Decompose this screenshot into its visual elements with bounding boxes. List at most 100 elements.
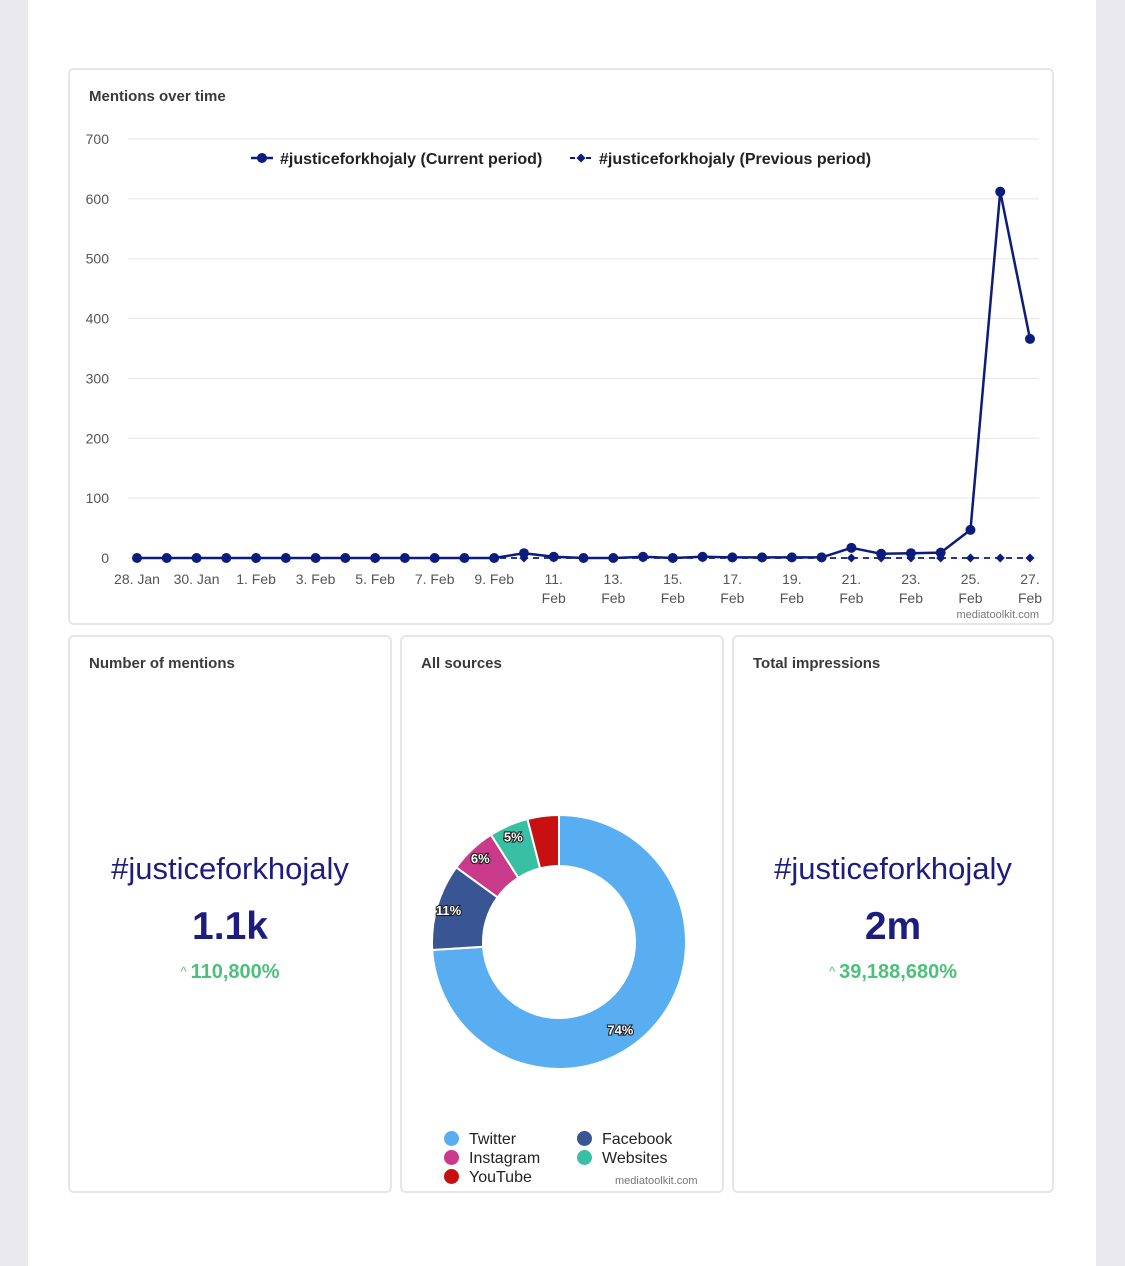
y-tick-label: 200 xyxy=(86,430,110,446)
y-tick-label: 700 xyxy=(86,131,110,147)
x-tick-label: 7. Feb xyxy=(415,571,455,587)
x-tick-label: 13. Feb xyxy=(601,571,625,606)
x-tick-label: 30. Jan xyxy=(174,571,220,587)
current-period-point xyxy=(727,552,738,563)
legend-dot-icon xyxy=(444,1150,459,1165)
previous-period-point xyxy=(965,553,975,563)
legend-label: Twitter xyxy=(469,1131,517,1148)
report-page: Mentions over time 0 100 200 300 400 500 600 70… xyxy=(28,0,1096,1266)
current-period-point xyxy=(429,553,440,563)
total-impressions-title: Total impressions xyxy=(753,655,881,672)
all-sources-donut-chart: 74% 11% 6% 5% xyxy=(431,813,687,1070)
line-chart-legend: #justiceforkhojaly (Current period) #just… xyxy=(251,151,871,168)
x-tick-label: 25. Feb xyxy=(958,571,982,606)
x-tick-label: 28. Jan xyxy=(114,571,160,587)
x-tick-label: 23. Feb xyxy=(899,571,923,606)
x-tick-label: 19. Feb xyxy=(780,571,804,606)
current-period-point xyxy=(846,542,857,553)
sources-credit: mediatoolkit.com xyxy=(615,1175,698,1187)
current-period-point xyxy=(221,553,232,563)
legend-item-facebook[interactable]: Facebook xyxy=(577,1131,672,1149)
number-of-mentions-card: Number of mentions #justiceforkhojaly 1.… xyxy=(68,635,392,1193)
y-tick-label: 300 xyxy=(86,370,110,386)
current-period-point xyxy=(310,553,321,563)
legend-label: YouTube xyxy=(469,1169,532,1186)
legend-dot-icon xyxy=(444,1169,459,1184)
current-period-point xyxy=(876,548,887,559)
x-tick-label: 9. Feb xyxy=(474,571,514,587)
donut-slice-twitter xyxy=(431,813,687,1070)
current-period-point xyxy=(905,548,916,559)
x-tick-label: 15. Feb xyxy=(661,571,685,606)
current-period-point xyxy=(489,553,500,563)
current-period-point xyxy=(965,524,976,535)
current-period-point xyxy=(638,551,649,562)
y-tick-label: 0 xyxy=(101,550,109,566)
y-tick-label: 100 xyxy=(86,490,110,506)
legend-item-instagram[interactable]: Instagram xyxy=(444,1150,540,1168)
mentions-over-time-chart: 0 100 200 300 400 500 600 700 28. Jan 30. Jan 1. F… xyxy=(86,131,1043,621)
current-period-point xyxy=(757,552,768,563)
impressions-value: 2m xyxy=(864,905,922,948)
mentions-hashtag: #justiceforkhojaly xyxy=(111,851,349,886)
impressions-change: ^ 39,188,680% xyxy=(734,961,1052,984)
current-period-point xyxy=(459,553,470,563)
donut-data-label: 11% xyxy=(436,903,462,918)
x-tick-label: 27. Feb xyxy=(1018,571,1042,606)
legend-diamond-marker xyxy=(576,153,586,163)
current-period-point xyxy=(161,553,172,563)
current-period-point xyxy=(935,547,946,558)
mentions-value: 1.1k xyxy=(192,905,268,948)
impressions-hashtag: #justiceforkhojaly xyxy=(774,851,1012,886)
legend-label: Facebook xyxy=(602,1131,673,1148)
total-impressions-card: Total impressions #justiceforkhojaly 2m … xyxy=(732,635,1054,1193)
impressions-change-value: 39,188,680% xyxy=(839,961,957,983)
mentions-change: ^ 110,800% xyxy=(70,961,390,984)
legend-previous-period: #justiceforkhojaly (Previous period) xyxy=(599,151,871,168)
legend-item-websites[interactable]: Websites xyxy=(577,1150,668,1168)
legend-item-youtube[interactable]: YouTube xyxy=(444,1169,532,1187)
x-tick-label: 17. Feb xyxy=(720,571,744,606)
legend-label: Instagram xyxy=(469,1150,541,1167)
legend-dot-icon xyxy=(444,1131,459,1146)
donut-data-label: 74% xyxy=(607,1023,633,1038)
legend-item-twitter[interactable]: Twitter xyxy=(444,1131,516,1149)
mentions-over-time-card: Mentions over time 0 100 200 300 400 500 600 70… xyxy=(68,68,1054,625)
x-tick-label: 11. Feb xyxy=(542,571,566,606)
current-period-point xyxy=(816,552,827,563)
mentions-over-time-title: Mentions over time xyxy=(89,88,226,105)
chevron-up-icon: ^ xyxy=(180,964,187,979)
all-sources-card: All sources 74% 11% 6% 5% Twitter Facebook In… xyxy=(400,635,724,1193)
donut-data-label: 5% xyxy=(504,829,523,844)
current-period-line xyxy=(137,190,1032,560)
previous-period-point xyxy=(1025,553,1035,563)
donut-data-label: 6% xyxy=(471,851,490,866)
current-period-point xyxy=(280,553,291,563)
chevron-up-icon: ^ xyxy=(829,964,836,979)
previous-period-point xyxy=(995,553,1005,563)
current-period-point xyxy=(578,553,589,563)
current-period-point xyxy=(518,548,529,559)
current-period-point xyxy=(995,186,1006,197)
x-tick-label: 5. Feb xyxy=(355,571,395,587)
x-tick-label: 3. Feb xyxy=(296,571,336,587)
mentions-change-value: 110,800% xyxy=(190,961,280,983)
current-period-point xyxy=(1025,333,1035,344)
x-tick-label: 21. Feb xyxy=(839,571,863,606)
legend-label: Websites xyxy=(602,1150,668,1167)
donut-slice-youtube xyxy=(526,813,560,870)
number-of-mentions-title: Number of mentions xyxy=(89,655,235,672)
current-period-point xyxy=(786,552,797,563)
line-chart-credit: mediatoolkit.com xyxy=(956,609,1039,621)
current-period-point xyxy=(548,551,559,562)
previous-period-point xyxy=(846,553,856,563)
all-sources-title: All sources xyxy=(421,655,502,672)
current-period-point xyxy=(340,553,351,563)
current-period-point xyxy=(608,553,619,563)
current-period-point xyxy=(191,553,202,563)
y-tick-label: 600 xyxy=(86,191,110,207)
y-tick-label: 400 xyxy=(86,311,110,327)
current-period-point xyxy=(132,553,142,563)
current-period-point xyxy=(697,551,708,562)
y-tick-label: 500 xyxy=(86,251,110,267)
